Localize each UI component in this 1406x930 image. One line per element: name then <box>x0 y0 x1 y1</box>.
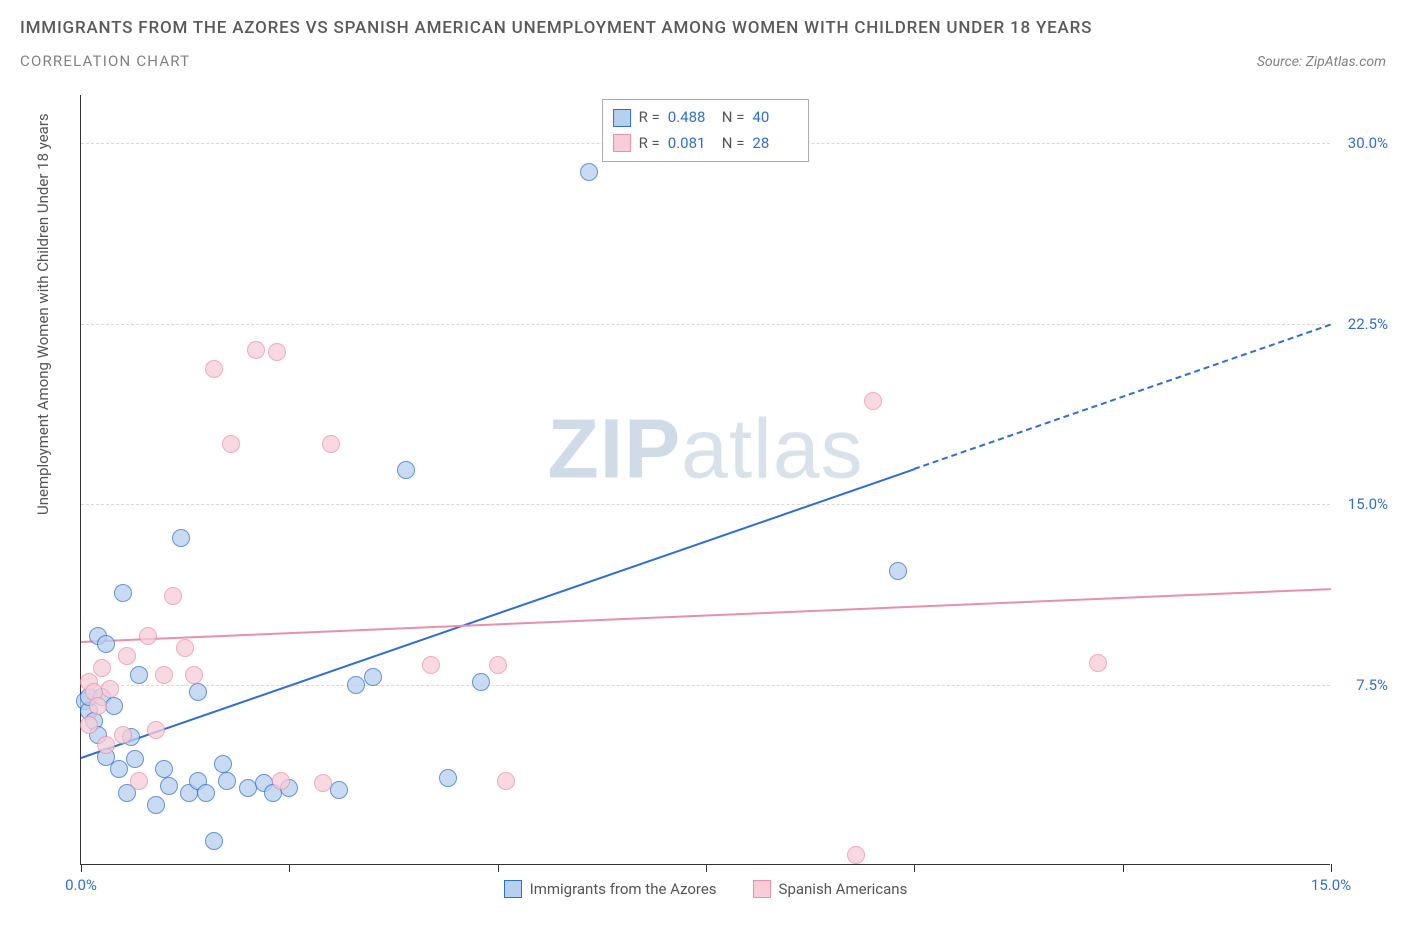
scatter-point <box>222 435 240 453</box>
scatter-point <box>130 772 148 790</box>
scatter-point <box>439 769 457 787</box>
scatter-point <box>314 774 332 792</box>
x-tick-mark <box>289 864 290 872</box>
legend-stat-n-label: N = <box>722 131 745 157</box>
gridline <box>81 324 1330 325</box>
scatter-point <box>397 461 415 479</box>
scatter-point <box>489 656 507 674</box>
scatter-point <box>185 666 203 684</box>
scatter-point <box>422 656 440 674</box>
scatter-point <box>155 666 173 684</box>
correlation-chart: Unemployment Among Women with Children U… <box>20 95 1386 915</box>
legend-stat-r-value: 0.081 <box>668 131 714 157</box>
y-tick-label: 7.5% <box>1356 676 1388 694</box>
gridline <box>81 685 1330 686</box>
scatter-point <box>497 772 515 790</box>
trend-line <box>81 468 915 759</box>
legend-stat-r-value: 0.488 <box>668 105 714 131</box>
legend-swatch <box>613 109 631 127</box>
scatter-point <box>110 760 128 778</box>
trend-line <box>81 588 1331 643</box>
legend-stat-r-label: R = <box>639 131 660 157</box>
legend-label: Spanish Americans <box>779 880 908 898</box>
scatter-point <box>847 846 865 864</box>
scatter-point <box>93 659 111 677</box>
scatter-point <box>105 697 123 715</box>
scatter-point <box>239 779 257 797</box>
legend-stat-n-value: 28 <box>752 131 798 157</box>
scatter-point <box>176 639 194 657</box>
scatter-point <box>214 755 232 773</box>
legend-swatch <box>753 880 771 898</box>
legend-row: R = 0.081 N = 28 <box>613 131 799 157</box>
scatter-point <box>160 777 178 795</box>
scatter-point <box>114 584 132 602</box>
scatter-point <box>80 716 98 734</box>
scatter-point <box>889 562 907 580</box>
scatter-point <box>89 697 107 715</box>
series-legend: Immigrants from the Azores Spanish Americ… <box>81 880 1330 898</box>
scatter-point <box>268 343 286 361</box>
watermark: ZIPatlas <box>547 400 863 497</box>
scatter-point <box>864 392 882 410</box>
scatter-point <box>347 676 365 694</box>
y-tick-label: 22.5% <box>1348 315 1388 333</box>
legend-swatch <box>613 134 631 152</box>
scatter-point <box>205 832 223 850</box>
x-tick-mark <box>914 864 915 872</box>
scatter-point <box>118 647 136 665</box>
legend-label: Immigrants from the Azores <box>530 880 717 898</box>
trend-line <box>914 324 1331 470</box>
plot-area: ZIPatlas R = 0.488N = 40R = 0.081N = 28 … <box>80 95 1330 865</box>
scatter-point <box>97 736 115 754</box>
x-tick-mark <box>1123 864 1124 872</box>
legend-stat-n-value: 40 <box>752 105 798 131</box>
scatter-point <box>164 587 182 605</box>
legend-item: Immigrants from the Azores <box>504 880 717 898</box>
x-tick-label: 15.0% <box>1311 876 1351 894</box>
scatter-point <box>218 772 236 790</box>
scatter-point <box>322 435 340 453</box>
scatter-point <box>147 796 165 814</box>
scatter-point <box>126 750 144 768</box>
header: IMMIGRANTS FROM THE AZORES VS SPANISH AM… <box>0 0 1406 70</box>
scatter-point <box>580 163 598 181</box>
chart-subtitle: CORRELATION CHART <box>20 52 190 70</box>
x-tick-mark <box>498 864 499 872</box>
x-tick-mark <box>81 864 82 872</box>
legend-row: R = 0.488 N = 40 <box>613 105 799 131</box>
y-tick-label: 15.0% <box>1348 495 1388 513</box>
legend-swatch <box>504 880 522 898</box>
scatter-point <box>189 683 207 701</box>
y-tick-label: 30.0% <box>1348 134 1388 152</box>
correlation-legend: R = 0.488 N = 40 R = 0.081 N = 28 <box>602 99 810 162</box>
scatter-point <box>205 360 223 378</box>
x-tick-mark <box>706 864 707 872</box>
scatter-point <box>364 668 382 686</box>
y-axis-label: Unemployment Among Women with Children U… <box>34 113 52 515</box>
scatter-point <box>1089 654 1107 672</box>
scatter-point <box>247 341 265 359</box>
scatter-point <box>197 784 215 802</box>
scatter-point <box>155 760 173 778</box>
scatter-point <box>114 726 132 744</box>
scatter-point <box>147 721 165 739</box>
scatter-point <box>272 772 290 790</box>
x-tick-label: 0.0% <box>65 876 97 894</box>
scatter-point <box>97 635 115 653</box>
scatter-point <box>139 627 157 645</box>
gridline <box>81 504 1330 505</box>
scatter-point <box>172 529 190 547</box>
source-attribution: Source: ZipAtlas.com <box>1257 54 1386 70</box>
legend-item: Spanish Americans <box>753 880 908 898</box>
x-tick-mark <box>1331 864 1332 872</box>
chart-title: IMMIGRANTS FROM THE AZORES VS SPANISH AM… <box>20 18 1386 38</box>
scatter-point <box>472 673 490 691</box>
scatter-point <box>130 666 148 684</box>
legend-stat-n-label: N = <box>722 105 745 131</box>
scatter-point <box>101 680 119 698</box>
legend-stat-r-label: R = <box>639 105 660 131</box>
scatter-point <box>330 781 348 799</box>
